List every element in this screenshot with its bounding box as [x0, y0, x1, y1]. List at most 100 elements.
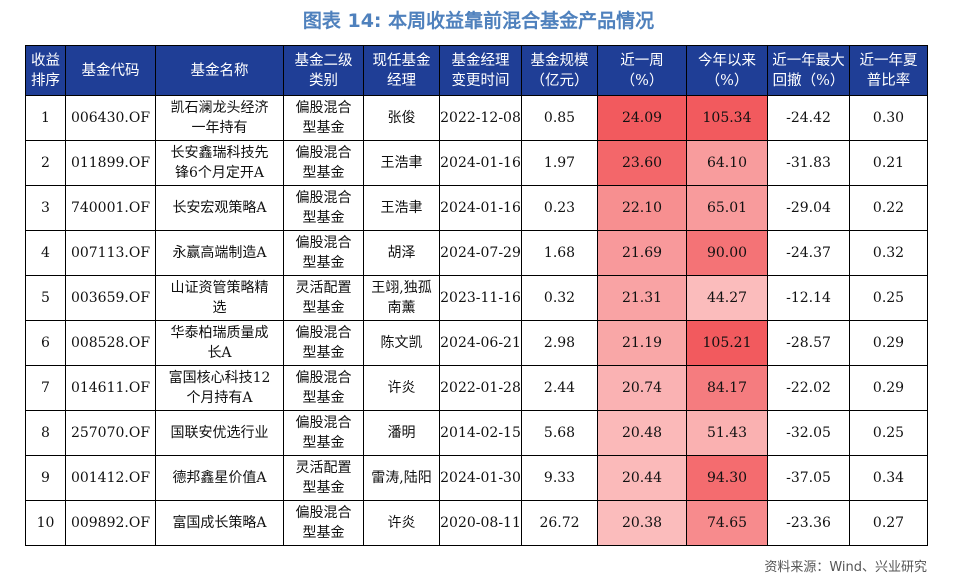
table-row: 5 003659.OF 山证资管策略精 选灵活配置 型基金 王翊,独孤 南薰 2023-… [25, 275, 928, 321]
header-code: 基金代码 [65, 45, 156, 96]
cell-week: 21.19 [597, 320, 687, 366]
cell-ytd: 90.00 [686, 230, 768, 276]
cell-change-date: 2024-06-21 [439, 320, 522, 366]
cell-size: 2.98 [521, 320, 598, 366]
cell-manager: 张俊 [363, 95, 440, 141]
table-row: 6 008528.OF 华泰柏瑞质量成 长A 偏股混合 型基金 陈文凯 2024-06-2… [25, 320, 928, 366]
cell-change-date: 2022-12-08 [439, 95, 522, 141]
cell-category: 偏股混合 型基金 [283, 230, 364, 276]
cell-week: 20.38 [597, 500, 687, 546]
cell-week: 20.74 [597, 365, 687, 411]
cell-change-date: 2024-01-16 [439, 185, 522, 231]
table-row: 9 001412.OF 德邦鑫星价值A 灵活配置 型基金 雷涛,陆阳 2024-01-30… [25, 455, 928, 501]
cell-size: 26.72 [521, 500, 598, 546]
cell-sharpe: 0.27 [849, 500, 928, 546]
cell-ytd: 64.10 [686, 140, 768, 186]
header-size: 基金规模 （亿元） [521, 45, 598, 96]
cell-drawdown: -31.83 [767, 140, 850, 186]
cell-manager: 王浩聿 [363, 140, 440, 186]
cell-category: 偏股混合 型基金 [283, 320, 364, 366]
source-note: 资料来源：Wind、兴业研究 [764, 560, 927, 575]
cell-sharpe: 0.29 [849, 320, 928, 366]
header-manager: 现任基金 经理 [363, 45, 440, 96]
cell-size: 0.85 [521, 95, 598, 141]
cell-name: 富国核心科技12 个月持有A [155, 365, 284, 411]
cell-ytd: 65.01 [686, 185, 768, 231]
cell-sharpe: 0.21 [849, 140, 928, 186]
table-row: 8 257070.OF 国联安优选行业 偏股混合 型基金 潘明 2014-02-15 5.6… [25, 410, 928, 456]
cell-name: 富国成长策略A [155, 500, 284, 546]
cell-drawdown: -32.05 [767, 410, 850, 456]
cell-rank: 6 [25, 320, 66, 366]
table-row: 1 006430.OF 凯石澜龙头经济 一年持有 偏股混合 型基金 张俊 2022-12-… [25, 95, 928, 141]
table-row: 2 011899.OF 长安鑫瑞科技先 锋6个月定开A 偏股混合 型基金 王浩聿 2024… [25, 140, 928, 186]
cell-week: 21.31 [597, 275, 687, 321]
cell-code: 008528.OF [65, 320, 156, 366]
cell-category: 偏股混合 型基金 [283, 140, 364, 186]
cell-sharpe: 0.30 [849, 95, 928, 141]
cell-drawdown: -28.57 [767, 320, 850, 366]
cell-rank: 2 [25, 140, 66, 186]
cell-rank: 8 [25, 410, 66, 456]
cell-rank: 9 [25, 455, 66, 501]
cell-manager: 许炎 [363, 500, 440, 546]
cell-change-date: 2024-07-29 [439, 230, 522, 276]
cell-manager: 雷涛,陆阳 [363, 455, 440, 501]
cell-size: 2.44 [521, 365, 598, 411]
cell-size: 1.97 [521, 140, 598, 186]
cell-drawdown: -23.36 [767, 500, 850, 546]
cell-sharpe: 0.32 [849, 230, 928, 276]
cell-sharpe: 0.34 [849, 455, 928, 501]
cell-category: 偏股混合 型基金 [283, 365, 364, 411]
cell-category: 偏股混合 型基金 [283, 410, 364, 456]
cell-size: 1.68 [521, 230, 598, 276]
cell-name: 德邦鑫星价值A [155, 455, 284, 501]
cell-ytd: 74.65 [686, 500, 768, 546]
cell-code: 006430.OF [65, 95, 156, 141]
cell-code: 001412.OF [65, 455, 156, 501]
cell-week: 21.69 [597, 230, 687, 276]
cell-week: 20.48 [597, 410, 687, 456]
cell-week: 22.10 [597, 185, 687, 231]
cell-category: 偏股混合 型基金 [283, 185, 364, 231]
page-title: 图表 14: 本周收益靠前混合基金产品情况 [302, 10, 655, 32]
fund-table: 收益 排序 基金代码 基金名称 基金二级 类别 现任基金 经理 基金经理 变更时… [25, 45, 928, 546]
table-row: 3 740001.OF 长安宏观策略A 偏股混合 型基金 王浩聿 2024-01-16 0.… [25, 185, 928, 231]
cell-change-date: 2023-11-16 [439, 275, 522, 321]
header-drawdown: 近一年最大 回撤（%） [767, 45, 850, 96]
cell-manager: 胡泽 [363, 230, 440, 276]
cell-drawdown: -24.42 [767, 95, 850, 141]
cell-sharpe: 0.22 [849, 185, 928, 231]
cell-category: 偏股混合 型基金 [283, 95, 364, 141]
cell-code: 014611.OF [65, 365, 156, 411]
header-rank: 收益 排序 [25, 45, 66, 96]
cell-manager: 陈文凯 [363, 320, 440, 366]
cell-change-date: 2014-02-15 [439, 410, 522, 456]
cell-rank: 7 [25, 365, 66, 411]
cell-code: 003659.OF [65, 275, 156, 321]
cell-name: 长安鑫瑞科技先 锋6个月定开A [155, 140, 284, 186]
cell-change-date: 2020-08-11 [439, 500, 522, 546]
cell-code: 011899.OF [65, 140, 156, 186]
cell-ytd: 105.34 [686, 95, 768, 141]
header-week: 近一周 （%） [597, 45, 687, 96]
cell-drawdown: -24.37 [767, 230, 850, 276]
cell-name: 山证资管策略精 选 [155, 275, 284, 321]
header-change-date: 基金经理 变更时间 [439, 45, 522, 96]
cell-rank: 3 [25, 185, 66, 231]
cell-rank: 10 [25, 500, 66, 546]
cell-name: 华泰柏瑞质量成 长A [155, 320, 284, 366]
header-category: 基金二级 类别 [283, 45, 364, 96]
header-ytd: 今年以来 （%） [686, 45, 768, 96]
cell-code: 009892.OF [65, 500, 156, 546]
cell-drawdown: -29.04 [767, 185, 850, 231]
cell-size: 5.68 [521, 410, 598, 456]
cell-sharpe: 0.29 [849, 365, 928, 411]
cell-size: 0.23 [521, 185, 598, 231]
cell-rank: 4 [25, 230, 66, 276]
cell-category: 灵活配置 型基金 [283, 275, 364, 321]
cell-sharpe: 0.25 [849, 410, 928, 456]
cell-manager: 王翊,独孤 南薰 [363, 275, 440, 321]
cell-change-date: 2024-01-16 [439, 140, 522, 186]
cell-ytd: 84.17 [686, 365, 768, 411]
